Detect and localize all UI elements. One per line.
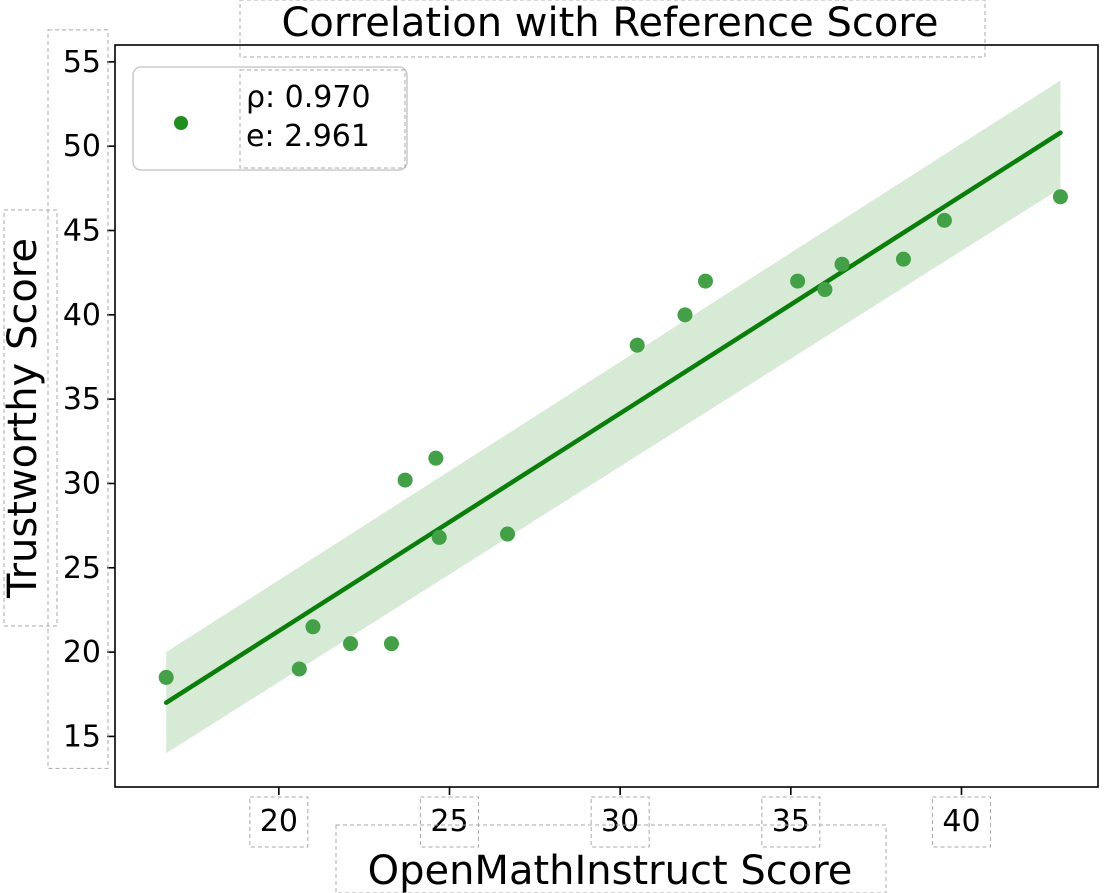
x-axis-label-box [335, 824, 887, 893]
y-tick-label: 40 [63, 298, 101, 333]
x-tick-label: 30 [601, 804, 639, 839]
y-tick-label: 55 [63, 45, 101, 80]
legend: ρ: 0.970 e: 2.961 [132, 66, 408, 171]
data-point [697, 273, 713, 289]
x-tick-label-box [761, 796, 821, 848]
data-point [431, 529, 447, 545]
data-point [936, 212, 952, 228]
data-point [291, 661, 307, 677]
x-tick-label: 35 [772, 804, 810, 839]
y-tick-label: 20 [63, 635, 101, 670]
data-point [629, 337, 645, 353]
data-point [343, 636, 359, 652]
x-tick-label: 40 [942, 804, 980, 839]
data-point [895, 251, 911, 267]
data-point [383, 636, 399, 652]
data-point [305, 619, 321, 635]
regression-line [163, 130, 1063, 705]
x-tick-label-box [419, 796, 479, 848]
data-point [677, 307, 693, 323]
legend-line-2: e: 2.961 [246, 119, 370, 154]
x-axis-ticks: 20 25 30 35 40 [249, 787, 991, 848]
y-axis-label-box [3, 209, 58, 627]
data-point [834, 256, 850, 272]
x-tick-label-box [590, 796, 650, 848]
y-tick-labels-box [47, 29, 109, 769]
plot-frame [114, 44, 1099, 788]
legend-line-1: ρ: 0.970 [246, 80, 371, 115]
y-tick-label: 45 [63, 214, 101, 249]
y-tick-label: 25 [63, 551, 101, 586]
data-points-layer [158, 189, 1068, 685]
data-point [817, 282, 833, 298]
legend-marker [174, 116, 188, 130]
x-tick-label-box [931, 796, 991, 848]
y-tick-label: 35 [63, 382, 101, 417]
data-point [500, 526, 516, 542]
data-point [158, 669, 174, 685]
legend-text-box [239, 69, 406, 169]
x-tick-label: 25 [430, 804, 468, 839]
data-point [790, 273, 806, 289]
y-axis-label: Trustworthy Score [0, 238, 46, 599]
y-tick-label: 50 [63, 129, 101, 164]
x-tick-label: 20 [260, 804, 298, 839]
chart-title-box [239, 0, 986, 58]
x-tick-label-box [249, 796, 309, 848]
data-point [1052, 189, 1068, 205]
chart-title: Correlation with Reference Score [281, 0, 938, 46]
fit-line-layer [163, 130, 1063, 705]
x-axis-label: OpenMathInstruct Score [368, 848, 853, 893]
y-axis-ticks: 15 20 25 30 35 40 45 50 55 [47, 29, 115, 769]
data-point [428, 450, 444, 466]
data-point [397, 472, 413, 488]
y-tick-label: 30 [63, 466, 101, 501]
y-tick-label: 15 [63, 719, 101, 754]
legend-frame [132, 66, 408, 171]
